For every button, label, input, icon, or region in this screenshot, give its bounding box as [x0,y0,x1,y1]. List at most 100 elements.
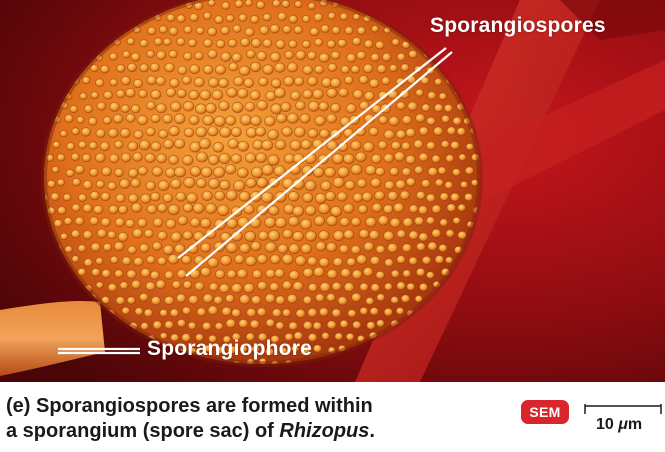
spore [407,101,418,112]
spore [416,242,426,252]
spore [431,154,441,164]
spore [445,229,455,238]
spore [439,218,449,227]
spore [189,64,201,75]
leader-lines [58,47,453,355]
spore [304,230,317,242]
spore [207,27,218,37]
spore [267,229,281,242]
spore [76,116,85,124]
spore [231,101,244,114]
spore [459,180,469,189]
spore [431,204,442,214]
spore [155,279,166,290]
spore [162,113,173,124]
spore [244,230,257,242]
spore [365,216,377,228]
spore [421,103,431,112]
spore [288,321,299,331]
spore [318,128,330,139]
spore [363,91,375,102]
spore [90,91,99,99]
spore [118,204,129,215]
spore [395,77,406,87]
spore [300,139,312,150]
spore [438,92,447,101]
spore [324,191,336,202]
spore [81,153,92,163]
spore [350,244,361,255]
spore [408,230,419,240]
spore [231,308,242,318]
spore [425,141,436,151]
spore [95,257,104,265]
spore [244,0,253,7]
spore [375,270,385,280]
spore [250,61,262,73]
spore [177,215,189,226]
spore [368,229,380,240]
spore [137,166,148,176]
spore [418,152,429,162]
spore [271,308,282,318]
spore [115,89,126,99]
spore [388,116,400,127]
spore [312,321,322,331]
spore [234,0,244,9]
spore [70,229,81,239]
spore [231,52,243,63]
spore [127,193,139,204]
spore [232,24,242,33]
spore [136,114,149,126]
spore [107,283,118,292]
spore [256,307,267,317]
spore [383,307,393,317]
spore [194,281,205,292]
spore [225,242,238,254]
spore [155,76,166,86]
spore [347,309,357,318]
spore [426,271,435,280]
spore [109,78,119,87]
spore [120,152,132,163]
spore [342,203,355,214]
spore [245,49,256,59]
spore [389,217,401,228]
spore [301,39,311,49]
spore [77,244,87,253]
spore [363,14,372,23]
spore [325,242,337,253]
spore [89,216,100,226]
spore [139,39,149,48]
spore [434,255,445,264]
spore [326,87,338,99]
spore [96,101,107,111]
spore [112,113,124,124]
spore [251,295,262,305]
spore [383,282,393,291]
spore [317,202,331,215]
spore [120,75,132,86]
spore [470,179,479,187]
spore [326,320,337,330]
spore [312,344,322,353]
spore [332,176,345,189]
spore [102,116,112,125]
spore [401,40,411,49]
spore [356,50,367,61]
spore [168,125,180,137]
spore [115,193,126,203]
spore [237,140,250,152]
spore [100,217,111,227]
spore [274,268,285,279]
spore [236,88,249,99]
spore [174,138,186,149]
spore [140,267,151,278]
spore [103,90,113,100]
spore [274,139,287,151]
spore [401,141,411,151]
spore [433,103,444,113]
spore [364,164,377,176]
spore [155,103,167,114]
